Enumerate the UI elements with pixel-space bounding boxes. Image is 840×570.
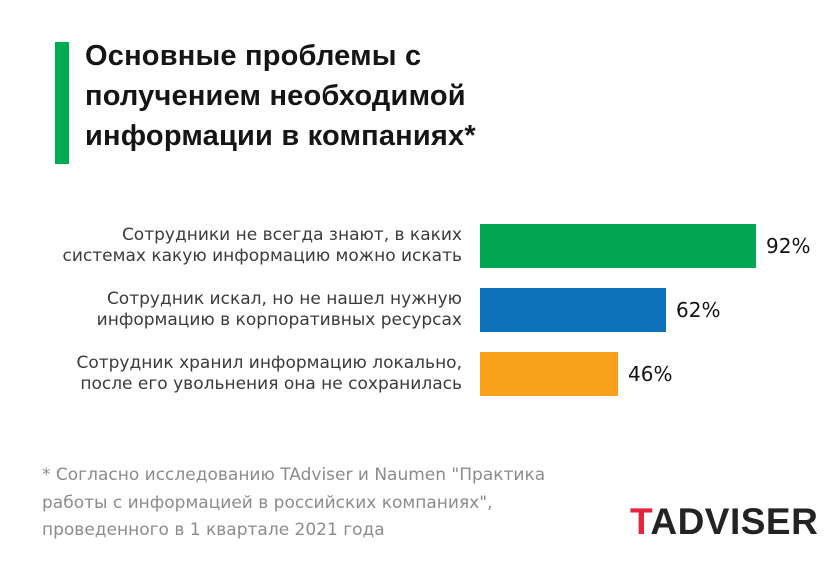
page-title-line-1: Основные проблемы с xyxy=(85,40,422,72)
chart-row: Сотрудник искал, но не нашел нужную инфор… xyxy=(30,288,820,332)
bar-value-label: 46% xyxy=(628,362,673,386)
bar-category-label: Сотрудник хранил информацию локально, пос… xyxy=(30,353,462,396)
tadviser-logo-rest: ADVISER xyxy=(650,501,819,542)
bar xyxy=(480,352,618,396)
bar-chart: Сотрудники не всегда знают, в каких систе… xyxy=(30,224,820,416)
bar-category-label-line: системах какую информацию можно искать xyxy=(62,246,462,266)
bar-value-label: 62% xyxy=(676,298,721,322)
tadviser-logo: TADVISER xyxy=(630,503,818,540)
page-title-line-2: получением необходимой xyxy=(85,80,466,112)
bar-value-label: 92% xyxy=(766,234,811,258)
bar xyxy=(480,288,666,332)
footnote-line-2: работы с информацией в российских компан… xyxy=(42,492,493,513)
page-title-line-3: информации в компаниях* xyxy=(85,120,476,152)
page-title: Основные проблемы с получением необходим… xyxy=(85,36,476,156)
bar-category-label-line: Сотрудник искал, но не нашел нужную xyxy=(106,288,462,309)
chart-row: Сотрудник хранил информацию локально, пос… xyxy=(30,352,820,396)
chart-row: Сотрудники не всегда знают, в каких систе… xyxy=(30,224,820,268)
footnote-line-1: * Согласно исследованию TAdviser и Naume… xyxy=(42,465,546,485)
bar-category-label: Сотрудники не всегда знают, в каких систе… xyxy=(30,225,462,268)
footnote: * Согласно исследованию TAdviser и Naume… xyxy=(42,462,545,545)
bar-category-label-line: после его увольнения она не сохранилась xyxy=(80,374,462,394)
bar xyxy=(480,224,756,268)
bar-category-label-line: Сотрудники не всегда знают, в каких xyxy=(121,224,462,245)
tadviser-logo-prefix: T xyxy=(630,501,651,542)
footnote-line-3: проведенного в 1 квартале 2021 года xyxy=(42,520,385,540)
title-accent-bar xyxy=(55,42,69,164)
bar-category-label: Сотрудник искал, но не нашел нужную инфор… xyxy=(30,289,462,332)
bar-category-label-line: информацию в корпоративных ресурсах xyxy=(96,310,462,330)
bar-category-label-line: Сотрудник хранил информацию локально, xyxy=(76,352,462,373)
